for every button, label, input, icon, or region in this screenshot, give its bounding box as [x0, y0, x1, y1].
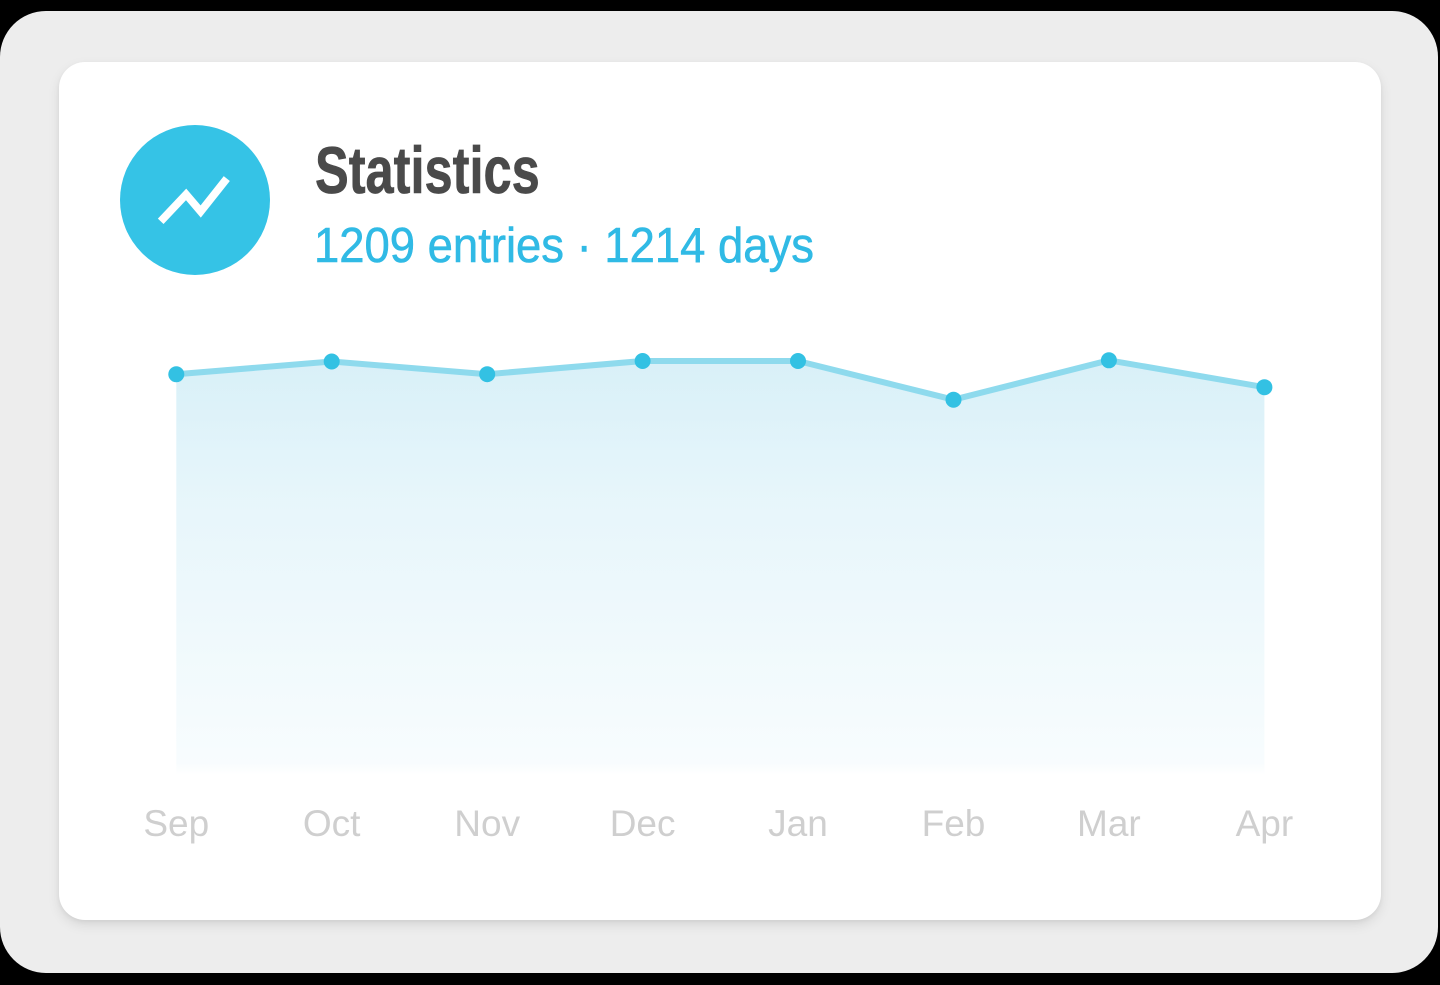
svg-text:Feb: Feb — [922, 803, 986, 844]
svg-text:Nov: Nov — [454, 803, 520, 844]
svg-text:Oct: Oct — [303, 803, 361, 844]
svg-text:Jan: Jan — [768, 803, 828, 844]
svg-text:Apr: Apr — [1236, 803, 1294, 844]
svg-text:Mar: Mar — [1077, 803, 1141, 844]
svg-text:Sep: Sep — [143, 803, 209, 844]
svg-text:Dec: Dec — [610, 803, 676, 844]
